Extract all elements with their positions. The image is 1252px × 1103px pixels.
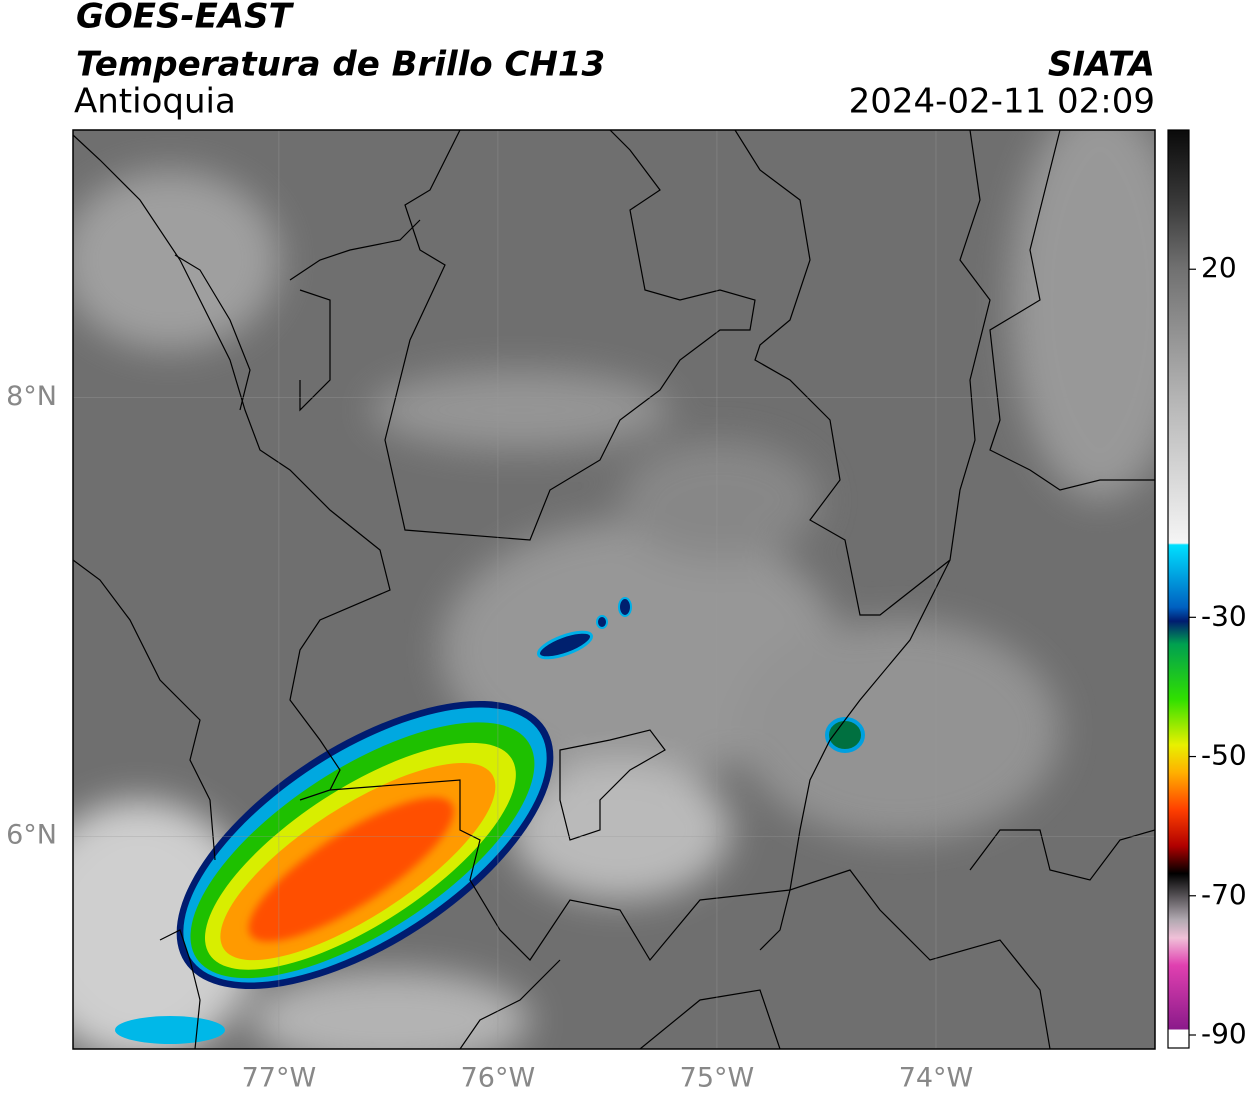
lon-label: 75°W (680, 1063, 755, 1094)
colorbar-tick-label: -30 (1201, 599, 1247, 632)
source: SIATA (1048, 45, 1155, 85)
lon-label: 77°W (242, 1063, 317, 1094)
colorbar-tick-label: -50 (1201, 739, 1247, 772)
colorbar (1167, 129, 1190, 1049)
lon-label: 76°W (461, 1063, 536, 1094)
colorbar-tick-label: -90 (1201, 1017, 1247, 1050)
lat-label: 6°N (6, 820, 57, 851)
map-frame (72, 129, 1156, 1050)
region: Antioquia (74, 82, 236, 122)
lat-label: 8°N (6, 381, 57, 412)
lon-label: 74°W (899, 1063, 974, 1094)
graticule (73, 130, 1155, 1049)
colorbar-tick-label: -70 (1201, 878, 1247, 911)
colorbar-tick-label: 20 (1201, 251, 1237, 284)
admin-borders (73, 130, 1155, 1049)
title: GOES-EAST (76, 0, 295, 37)
subtitle: Temperatura de Brillo CH13 (76, 45, 605, 85)
satellite-image (73, 130, 1155, 1049)
datetime: 2024-02-11 02:09 (849, 82, 1155, 122)
